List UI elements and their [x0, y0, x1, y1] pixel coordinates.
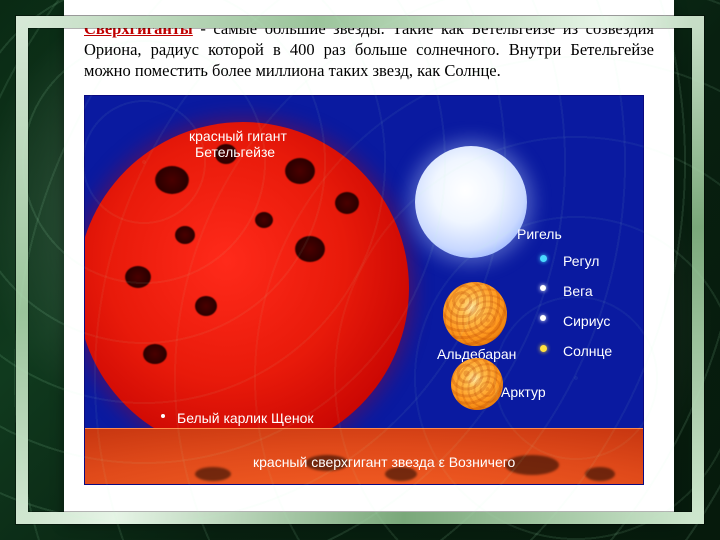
- betelgeuse-spot: [143, 344, 167, 364]
- betelgeuse-star: [84, 122, 409, 454]
- betelgeuse-label-1: красный гигант: [189, 128, 287, 144]
- betelgeuse-spot: [285, 158, 315, 184]
- betelgeuse-spot: [155, 166, 189, 194]
- arcturus-star: [451, 358, 503, 410]
- sirius-label: Сириус: [563, 313, 610, 329]
- band-blotch: [195, 467, 231, 481]
- betelgeuse-spot: [255, 212, 273, 228]
- lead-term: Сверхгиганты: [84, 19, 193, 38]
- band-blotch: [585, 467, 615, 481]
- description-paragraph: Сверхгиганты - самые большие звезды. Так…: [84, 18, 654, 81]
- arcturus-label: Арктур: [501, 384, 546, 400]
- star-size-diagram: красный гигантБетельгейзе Белый карлик Ще…: [84, 95, 644, 485]
- supergiant-band-label: красный сверхгигант звезда ε Возничего: [253, 454, 515, 470]
- sun-dot: [540, 345, 547, 352]
- content-sheet: Сверхгиганты - самые большие звезды. Так…: [64, 0, 674, 520]
- rigel-label: Ригель: [517, 226, 562, 242]
- white-dwarf-label-1: Белый карлик Щенок: [177, 410, 314, 426]
- vega-dot: [540, 285, 546, 291]
- vega-label: Вега: [563, 283, 593, 299]
- betelgeuse-spot: [175, 226, 195, 244]
- betelgeuse-spot: [195, 296, 217, 316]
- betelgeuse-spot: [295, 236, 325, 262]
- betelgeuse-label-2: Бетельгейзе: [195, 144, 275, 160]
- regulus-label: Регул: [563, 253, 599, 269]
- rigel-star: [415, 146, 527, 258]
- slide-background: Сверхгиганты - самые большие звезды. Так…: [0, 0, 720, 540]
- aldebaran-star: [443, 282, 507, 346]
- betelgeuse-spot: [335, 192, 359, 214]
- sun-label: Солнце: [563, 343, 612, 359]
- regulus-dot: [540, 255, 547, 262]
- betelgeuse-spot: [125, 266, 151, 288]
- sirius-dot: [540, 315, 546, 321]
